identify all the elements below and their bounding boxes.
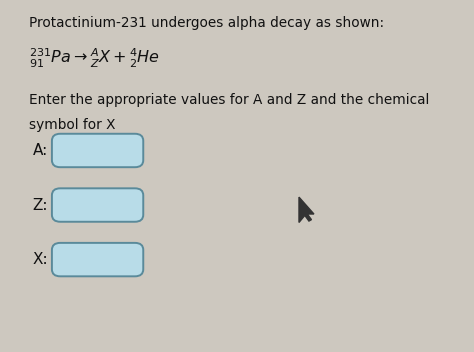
Text: symbol for X: symbol for X <box>29 118 116 132</box>
Polygon shape <box>299 197 314 222</box>
FancyBboxPatch shape <box>52 188 143 222</box>
FancyBboxPatch shape <box>52 243 143 276</box>
Text: $^{231}_{91}Pa \rightarrow ^{A}_{Z}X + ^{4}_{2}He$: $^{231}_{91}Pa \rightarrow ^{A}_{Z}X + ^… <box>29 46 160 70</box>
FancyBboxPatch shape <box>52 134 143 167</box>
Text: A:: A: <box>33 143 48 158</box>
Text: Protactinium-231 undergoes alpha decay as shown:: Protactinium-231 undergoes alpha decay a… <box>29 16 384 30</box>
Text: Enter the appropriate values for A and Z and the chemical: Enter the appropriate values for A and Z… <box>29 93 429 107</box>
Text: X:: X: <box>32 252 48 267</box>
Text: Z:: Z: <box>32 197 48 213</box>
